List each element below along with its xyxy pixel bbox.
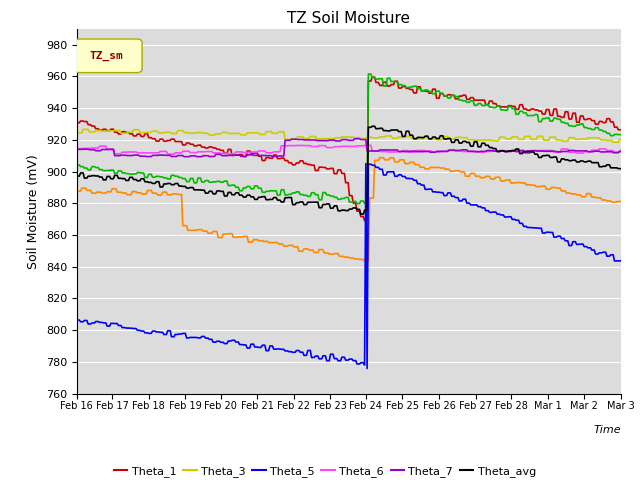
Text: Time: Time	[593, 425, 621, 434]
Theta_2	[115, 189, 122, 195]
Theta_2	[361, 258, 369, 264]
Theta_5	[73, 317, 81, 323]
FancyBboxPatch shape	[74, 39, 142, 72]
Theta_6	[73, 146, 81, 152]
Theta_6	[115, 151, 122, 156]
Theta_5	[364, 366, 371, 372]
Theta_5	[506, 214, 513, 220]
Theta_1	[574, 120, 582, 125]
Theta_2	[391, 159, 399, 165]
Theta_6	[391, 149, 399, 155]
Text: TZ_sm: TZ_sm	[90, 51, 124, 61]
Theta_avg	[453, 137, 461, 143]
Theta_1	[73, 120, 81, 126]
Theta_1	[453, 96, 461, 102]
Theta_4	[115, 168, 122, 174]
Legend: Theta_1, Theta_2, Theta_3, Theta_4, Theta_5, Theta_6, Theta_7, Theta_avg: Theta_1, Theta_2, Theta_3, Theta_4, Thet…	[109, 461, 540, 480]
Theta_3	[493, 138, 501, 144]
Theta_1	[617, 127, 625, 132]
Theta_2	[506, 177, 513, 183]
Title: TZ Soil Moisture: TZ Soil Moisture	[287, 11, 410, 26]
Theta_6	[574, 150, 582, 156]
Theta_7	[574, 148, 582, 154]
Theta_avg	[495, 149, 502, 155]
Theta_5	[115, 323, 122, 328]
Theta_avg	[574, 159, 582, 165]
Theta_2	[453, 168, 461, 174]
Theta_2	[574, 192, 582, 198]
Line: Theta_5: Theta_5	[77, 164, 621, 369]
Theta_1	[391, 78, 399, 84]
Theta_1	[506, 103, 513, 108]
Theta_4	[73, 162, 81, 168]
Theta_6	[292, 143, 300, 148]
Theta_4	[453, 94, 461, 99]
Theta_1	[495, 103, 502, 109]
Theta_7	[453, 147, 461, 153]
Theta_2	[617, 199, 625, 204]
Theta_6	[495, 148, 502, 154]
Y-axis label: Soil Moisture (mV): Soil Moisture (mV)	[28, 154, 40, 269]
Theta_7	[506, 149, 513, 155]
Theta_4	[574, 122, 582, 128]
Theta_6	[617, 149, 625, 155]
Theta_6	[164, 151, 172, 157]
Theta_7	[115, 153, 122, 158]
Theta_5	[453, 195, 461, 201]
Theta_4	[506, 104, 513, 109]
Theta_5	[617, 258, 625, 264]
Theta_3	[504, 136, 512, 142]
Theta_5	[362, 161, 370, 167]
Theta_3	[609, 139, 617, 145]
Theta_7	[73, 146, 81, 152]
Theta_1	[115, 131, 122, 137]
Line: Theta_3: Theta_3	[77, 130, 621, 142]
Theta_5	[574, 241, 582, 247]
Theta_avg	[357, 211, 365, 217]
Line: Theta_7: Theta_7	[77, 139, 621, 156]
Theta_avg	[506, 148, 513, 154]
Theta_5	[391, 173, 399, 179]
Theta_2	[73, 188, 81, 194]
Theta_6	[506, 148, 513, 154]
Line: Theta_1: Theta_1	[77, 77, 621, 221]
Theta_4	[495, 103, 502, 109]
Theta_5	[495, 211, 502, 217]
Line: Theta_avg: Theta_avg	[77, 126, 621, 214]
Theta_3	[617, 136, 625, 142]
Line: Theta_2: Theta_2	[77, 157, 621, 261]
Line: Theta_4: Theta_4	[77, 74, 621, 204]
Theta_2	[376, 155, 383, 160]
Theta_1	[368, 74, 376, 80]
Line: Theta_6: Theta_6	[77, 145, 621, 154]
Theta_3	[116, 128, 124, 133]
Theta_3	[452, 134, 460, 140]
Theta_6	[453, 148, 461, 154]
Theta_4	[617, 132, 625, 137]
Theta_4	[365, 71, 372, 77]
Theta_avg	[73, 173, 81, 179]
Theta_7	[495, 148, 502, 154]
Theta_avg	[617, 166, 625, 171]
Theta_avg	[115, 175, 122, 181]
Theta_avg	[368, 123, 376, 129]
Theta_3	[390, 135, 397, 141]
Theta_7	[351, 136, 358, 142]
Theta_7	[180, 154, 188, 159]
Theta_4	[353, 201, 361, 206]
Theta_7	[617, 148, 625, 154]
Theta_avg	[391, 127, 399, 133]
Theta_7	[391, 147, 399, 153]
Theta_3	[79, 127, 87, 132]
Theta_1	[361, 218, 369, 224]
Theta_3	[573, 136, 580, 142]
Theta_4	[391, 79, 399, 85]
Theta_2	[495, 174, 502, 180]
Theta_3	[73, 130, 81, 135]
